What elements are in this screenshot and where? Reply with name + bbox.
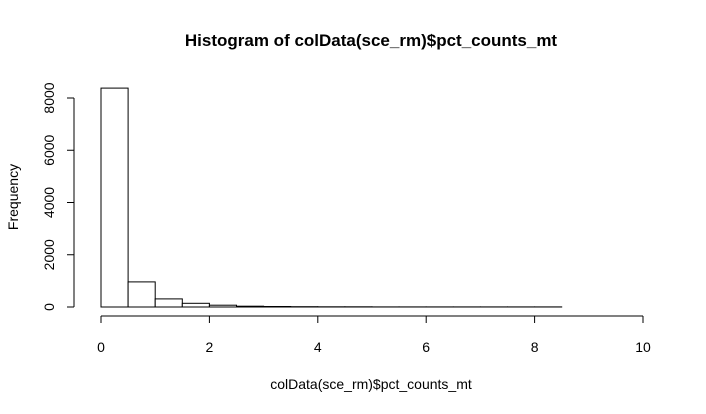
x-tick-label: 8 — [531, 339, 539, 355]
x-tick-label: 2 — [206, 339, 214, 355]
y-tick-label: 0 — [41, 303, 57, 311]
histogram-bar — [127, 281, 156, 308]
x-tick-label: 10 — [635, 339, 651, 355]
histogram-bars — [100, 87, 563, 308]
y-tick-label: 6000 — [41, 134, 57, 165]
histogram-bar — [181, 302, 210, 308]
y-tick-label: 4000 — [41, 187, 57, 218]
y-tick-label: 8000 — [41, 82, 57, 113]
x-axis: 0 2 4 6 8 10 — [97, 315, 651, 355]
y-axis-label: Frequency — [5, 164, 21, 230]
x-tick-label: 6 — [422, 339, 430, 355]
histogram-bar — [236, 305, 265, 308]
x-axis-label: colData(sce_rm)$pct_counts_mt — [270, 376, 472, 392]
chart-title: Histogram of colData(sce_rm)$pct_counts_… — [185, 31, 558, 50]
histogram-bar — [208, 304, 237, 308]
x-tick-label: 4 — [314, 339, 322, 355]
histogram-bar — [263, 306, 292, 308]
histogram-bar — [100, 87, 129, 308]
y-axis: 0 2000 4000 6000 8000 — [41, 82, 75, 311]
histogram-bar — [154, 298, 183, 308]
y-tick-label: 2000 — [41, 239, 57, 270]
x-tick-label: 0 — [97, 339, 105, 355]
